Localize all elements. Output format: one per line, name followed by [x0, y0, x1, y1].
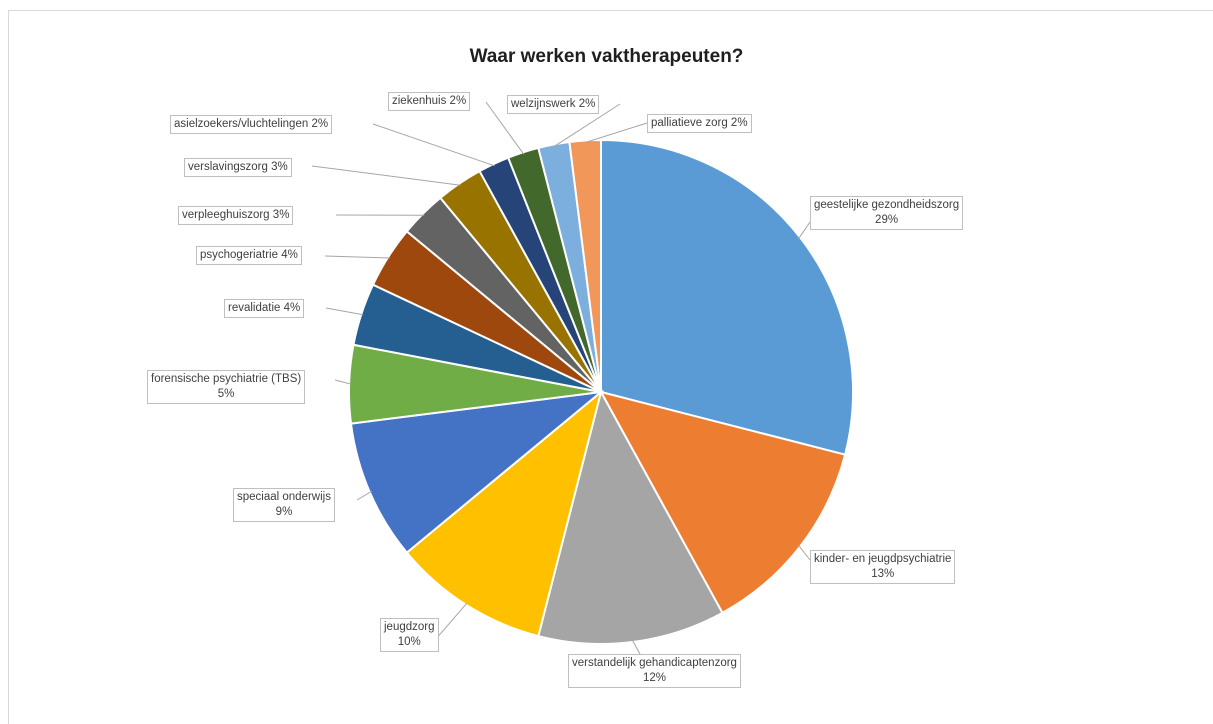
slice-label-10: asielzoekers/vluchtelingen 2% [170, 115, 333, 134]
slice-label-7: psychogeriatrie 4% [196, 246, 302, 265]
slice-label-value: 2% [449, 95, 467, 107]
slice-label-value: 12% [642, 672, 666, 684]
slice-label-11: ziekenhuis 2% [388, 92, 471, 111]
slice-label-0: geestelijke gezondheidszorg 29% [810, 196, 964, 230]
pie-slice-1 [599, 390, 847, 615]
slice-label-value: 4% [283, 302, 301, 314]
leader-line-3 [434, 602, 468, 641]
slice-label-value: 3% [272, 209, 290, 221]
slice-label-value: 2% [730, 117, 748, 129]
leader-line-7 [324, 255, 390, 259]
slice-label-name: kinder- en jeugdpsychiatrie [814, 553, 952, 565]
slice-label-value: 4% [281, 249, 298, 261]
slice-label-value: 2% [311, 118, 329, 130]
slice-label-name: welzijnswerk [511, 98, 576, 110]
leader-line-6 [325, 307, 364, 316]
chart-title: Waar werken vaktherapeuten? [469, 46, 744, 67]
slice-label-value: 13% [871, 568, 895, 580]
slice-label-name: asielzoekers/vluchtelingen [174, 118, 309, 130]
pie-slice-2 [537, 389, 724, 645]
slice-label-9: verslavingszorg 3% [184, 158, 292, 177]
slice-label-value: 2% [578, 98, 596, 110]
leader-line-10 [372, 123, 495, 167]
slice-label-13: palliatieve zorg 2% [647, 114, 752, 133]
slice-label-name: geestelijke gezondheidszorg [814, 199, 960, 211]
slice-label-12: welzijnswerk 2% [507, 95, 600, 114]
leader-line-12 [553, 103, 621, 147]
leader-line-2 [631, 639, 641, 655]
slice-label-5: forensische psychiatrie (TBS) 5% [147, 370, 306, 404]
slice-label-value: 3% [271, 161, 288, 173]
slice-label-name: verstandelijk gehandicaptenzorg [572, 657, 737, 669]
slice-label-name: verpleeghuiszorg [182, 209, 270, 221]
slice-label-name: psychogeriatrie [200, 249, 278, 261]
slice-label-name: verslavingszorg [188, 161, 268, 173]
pie-slice-13 [568, 138, 602, 393]
leader-line-0 [798, 221, 811, 240]
slice-label-value: 5% [217, 388, 235, 400]
leader-line-5 [334, 379, 352, 385]
slice-label-name: revalidatie [228, 302, 281, 314]
leader-line-9 [311, 165, 461, 186]
slice-label-2: verstandelijk gehandicaptenzorg 12% [568, 654, 741, 688]
leader-line-11 [485, 101, 525, 155]
slice-label-name: ziekenhuis [392, 95, 447, 107]
slice-label-8: verpleeghuiszorg 3% [178, 206, 294, 225]
leader-line-4 [356, 490, 372, 501]
slice-label-4: speciaal onderwijs 9% [233, 488, 335, 522]
slice-label-value: 10% [397, 636, 421, 648]
slice-label-6: revalidatie 4% [224, 299, 305, 318]
slice-label-name: jeugdzorg [384, 621, 435, 633]
leader-line-13 [585, 122, 648, 143]
slice-label-name: forensische psychiatrie (TBS) [151, 373, 302, 385]
pie-slice-0 [600, 138, 854, 456]
slice-label-value: 9% [275, 506, 293, 518]
slice-label-name: speciaal onderwijs [237, 491, 331, 503]
slice-label-name: palliatieve zorg [651, 117, 728, 129]
slice-label-1: kinder- en jeugdpsychiatrie 13% [810, 550, 956, 584]
leader-line-1 [798, 544, 811, 561]
slice-label-value: 29% [875, 214, 899, 226]
slice-label-3: jeugdzorg 10% [380, 618, 439, 652]
